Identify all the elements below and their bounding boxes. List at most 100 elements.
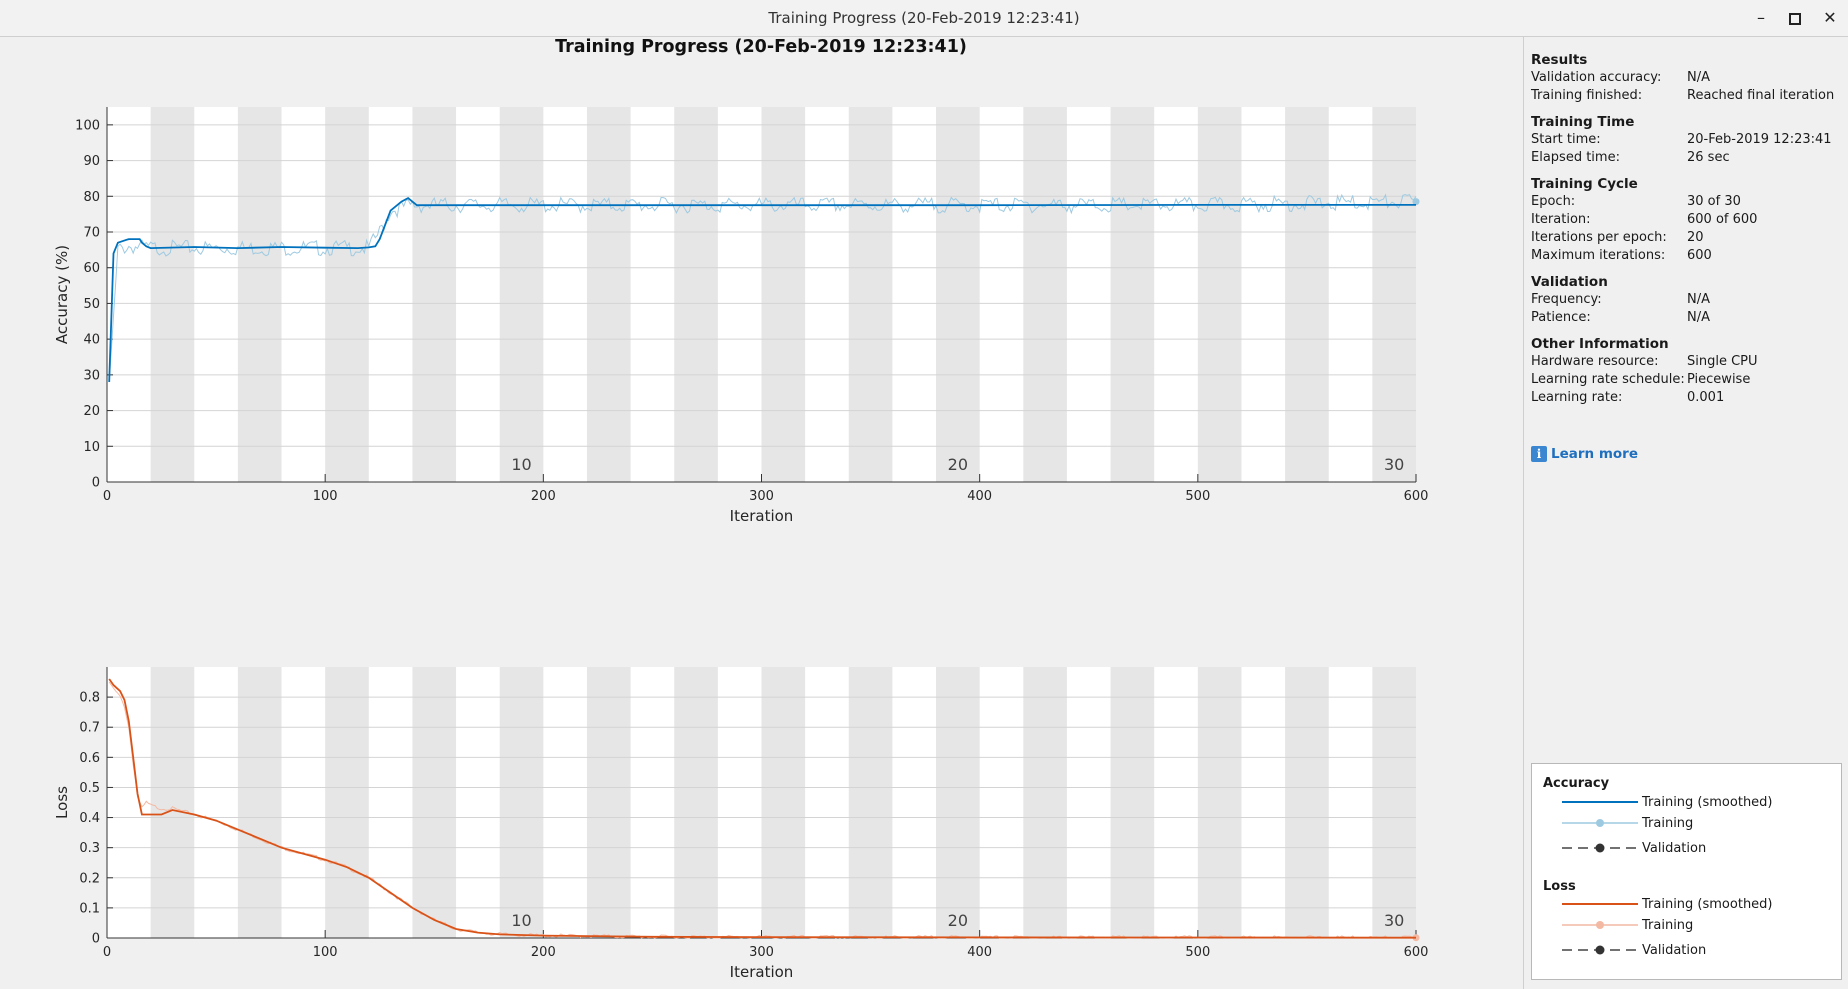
legend-accuracy-training-swatch: [1562, 819, 1638, 827]
validation-heading: Validation: [1531, 274, 1608, 290]
legend-loss-training-label: Training: [1642, 918, 1694, 933]
minimize-button[interactable]: –: [1749, 6, 1773, 30]
epoch-value: 30 of 30: [1687, 194, 1741, 209]
loss-epoch-band: [1197, 667, 1242, 938]
learning-rate-schedule-value: Piecewise: [1687, 372, 1751, 387]
accuracy-epoch-band: [412, 107, 457, 482]
window-title: Training Progress (20-Feb-2019 12:23:41): [768, 9, 1080, 27]
accuracy-epoch-band: [325, 107, 369, 482]
accuracy-epoch-band: [1197, 107, 1242, 482]
validation-accuracy-key: Validation accuracy:: [1531, 70, 1662, 85]
start-time-value: 20-Feb-2019 12:23:41: [1687, 132, 1832, 147]
loss-xtick-label: 200: [531, 945, 556, 960]
title-bar: Training Progress (20-Feb-2019 12:23:41)…: [0, 0, 1848, 37]
loss-xtick-label: 400: [967, 945, 992, 960]
hardware-resource-value: Single CPU: [1687, 354, 1758, 369]
start-time-key: Start time:: [1531, 132, 1601, 147]
accuracy-xtick-label: 200: [531, 489, 556, 504]
epoch-key: Epoch:: [1531, 194, 1576, 209]
accuracy-xtick-label: 300: [749, 489, 774, 504]
loss-epoch-band: [499, 667, 544, 938]
legend-accuracy-training-label: Training: [1642, 816, 1694, 831]
accuracy-epoch-label: 20: [948, 455, 968, 474]
figure-title: Training Progress (20-Feb-2019 12:23:41): [555, 37, 967, 57]
accuracy-epoch-band: [1372, 107, 1416, 482]
accuracy-epoch-band: [1110, 107, 1155, 482]
accuracy-xtick-label: 600: [1404, 489, 1429, 504]
loss-xtick-label: 600: [1404, 945, 1429, 960]
loss-epoch-band: [412, 667, 457, 938]
accuracy-ytick-label: 40: [83, 333, 100, 348]
accuracy-epoch-band: [1023, 107, 1067, 482]
close-icon: ✕: [1823, 8, 1837, 27]
accuracy-ylabel: Accuracy (%): [53, 245, 71, 344]
iteration-key: Iteration:: [1531, 212, 1591, 227]
loss-ytick-label: 0.8: [79, 691, 100, 706]
loss-ytick-label: 0.7: [79, 721, 100, 736]
minimize-icon: –: [1757, 8, 1765, 27]
close-button[interactable]: ✕: [1818, 6, 1842, 30]
accuracy-ytick-label: 20: [83, 404, 100, 419]
legend-loss-training-swatch: [1562, 921, 1638, 929]
accuracy-ytick-label: 60: [83, 261, 100, 276]
loss-epoch-band: [1372, 667, 1416, 938]
training-finished-value: Reached final iteration: [1687, 88, 1835, 103]
loss-epoch-label: 10: [511, 911, 531, 930]
loss-ytick-label: 0.4: [79, 811, 100, 826]
accuracy-training-line: [108, 193, 1417, 383]
loss-ytick-label: 0.1: [79, 901, 100, 916]
loss-smoothed-line: [108, 678, 1417, 939]
legend-loss-validation-swatch: [1562, 945, 1638, 955]
info-panel: Results Validation accuracy: N/A Trainin…: [1523, 37, 1848, 989]
loss-epoch-label: 30: [1384, 911, 1404, 930]
frequency-key: Frequency:: [1531, 292, 1602, 307]
accuracy-ytick-label: 10: [83, 440, 100, 455]
accuracy-epoch-band: [674, 107, 718, 482]
accuracy-ytick-label: 100: [75, 118, 100, 133]
learn-more-link[interactable]: i Learn more: [1531, 446, 1638, 462]
accuracy-ytick-label: 90: [83, 154, 100, 169]
maximum-iterations-key: Maximum iterations:: [1531, 248, 1666, 263]
loss-epoch-band: [1023, 667, 1067, 938]
results-heading: Results: [1531, 52, 1588, 68]
accuracy-xtick-label: 100: [313, 489, 338, 504]
loss-epoch-band: [674, 667, 718, 938]
loss-epoch-band: [761, 667, 806, 938]
accuracy-epoch-band: [499, 107, 544, 482]
training-finished-key: Training finished:: [1531, 88, 1643, 103]
maximum-iterations-value: 600: [1687, 248, 1712, 263]
loss-epoch-band: [1110, 667, 1155, 938]
loss-ytick-label: 0: [92, 932, 100, 947]
patience-value: N/A: [1687, 310, 1710, 325]
loss-ytick-label: 0.2: [79, 871, 100, 886]
accuracy-epoch-band: [1285, 107, 1329, 482]
accuracy-axes: 0 10 20 30 40 50 60 70 80 90 100 0 100 200 300 400 500 60…: [53, 107, 1428, 525]
accuracy-epoch-band: [237, 107, 282, 482]
loss-epoch-band: [1285, 667, 1329, 938]
accuracy-xtick-label: 500: [1185, 489, 1210, 504]
legend-loss-smoothed-swatch: [1562, 903, 1638, 905]
validation-accuracy-value: N/A: [1687, 70, 1710, 85]
loss-axes: 0 0.1 0.2 0.3 0.4 0.5 0.6 0.7 0.8 0 100 200 300 400 50…: [53, 667, 1428, 981]
accuracy-epoch-band: [150, 107, 195, 482]
maximize-icon: [1789, 13, 1801, 25]
accuracy-xlabel: Iteration: [730, 507, 794, 525]
legend-accuracy-smoothed-swatch: [1562, 801, 1638, 803]
accuracy-epoch-band: [761, 107, 806, 482]
learn-more-label: Learn more: [1551, 446, 1638, 462]
loss-xtick-label: 100: [313, 945, 338, 960]
legend-accuracy-smoothed-label: Training (smoothed): [1642, 795, 1773, 810]
loss-epoch-band: [586, 667, 631, 938]
training-progress-plots: Training Progress (20-Feb-2019 12:23:41)…: [53, 37, 1428, 981]
loss-epoch-band: [325, 667, 369, 938]
other-information-heading: Other Information: [1531, 336, 1669, 352]
accuracy-epoch-band: [586, 107, 631, 482]
learning-rate-value: 0.001: [1687, 390, 1725, 405]
iterations-per-epoch-value: 20: [1687, 230, 1704, 245]
maximize-button[interactable]: [1783, 6, 1807, 30]
loss-ytick-label: 0.5: [79, 781, 100, 796]
accuracy-ytick-label: 80: [83, 190, 100, 205]
loss-epoch-band: [936, 667, 980, 938]
legend-accuracy-validation-label: Validation: [1642, 841, 1707, 856]
accuracy-ytick-label: 0: [92, 476, 100, 491]
